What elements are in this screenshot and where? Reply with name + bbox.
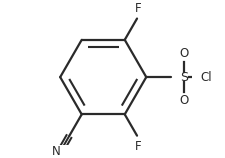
Text: F: F: [134, 2, 140, 15]
Text: Cl: Cl: [199, 71, 211, 84]
Text: O: O: [178, 47, 188, 60]
Text: F: F: [135, 140, 141, 152]
Text: N: N: [51, 145, 60, 158]
Text: S: S: [179, 71, 187, 84]
Text: O: O: [178, 94, 188, 107]
